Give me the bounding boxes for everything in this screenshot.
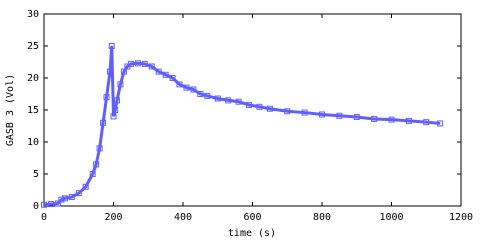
point [108, 43, 115, 49]
point [68, 194, 75, 201]
point [388, 116, 395, 123]
point [246, 101, 253, 108]
point [353, 114, 360, 121]
point [155, 68, 162, 75]
point [183, 84, 190, 91]
x-tick-label: 1200 [449, 212, 473, 223]
point [405, 117, 412, 124]
point [58, 196, 65, 203]
point [134, 60, 141, 67]
point [301, 109, 308, 116]
point [235, 98, 242, 105]
point [336, 112, 343, 119]
y-tick-label: 10 [27, 137, 39, 148]
point [284, 108, 291, 115]
point [197, 91, 204, 97]
y-tick-label: 15 [27, 105, 39, 116]
point [113, 97, 120, 104]
point [100, 119, 107, 126]
point [225, 97, 232, 104]
point [176, 81, 183, 88]
point [190, 86, 197, 93]
point [148, 63, 155, 70]
point [127, 60, 134, 67]
x-tick-label: 1000 [379, 212, 403, 223]
point [93, 161, 100, 168]
point [112, 107, 119, 113]
y-tick-label: 0 [33, 201, 39, 212]
point [103, 94, 110, 101]
point [371, 115, 378, 122]
plot-frame [43, 13, 462, 207]
point [110, 113, 117, 120]
point [89, 171, 96, 177]
x-tick-label: 200 [104, 212, 122, 223]
point [162, 71, 169, 78]
y-axis-label: GASB 3 (Vol) [5, 74, 16, 146]
y-tick-label: 5 [33, 169, 39, 180]
point [61, 195, 68, 202]
series-line [43, 45, 441, 207]
point [256, 103, 263, 110]
point [319, 111, 325, 118]
x-tick-label: 400 [174, 212, 192, 223]
point [107, 68, 114, 75]
point [75, 190, 82, 197]
point [96, 145, 103, 152]
point [204, 92, 211, 99]
point [120, 68, 127, 75]
point [47, 201, 54, 208]
point [82, 183, 89, 190]
y-tick-label: 25 [27, 41, 39, 52]
point [214, 95, 221, 102]
point [141, 60, 148, 67]
point [41, 201, 47, 208]
point [117, 81, 124, 88]
point [423, 119, 430, 126]
point [266, 105, 273, 112]
x-tick-label: 600 [243, 212, 261, 223]
y-tick-label: 20 [27, 73, 39, 84]
point [437, 120, 444, 127]
y-tick-label: 30 [27, 9, 39, 20]
x-tick-label: 800 [313, 212, 331, 223]
point [54, 200, 61, 207]
x-tick-label: 0 [41, 212, 47, 223]
x-axis-label: time (s) [228, 228, 276, 239]
point [169, 75, 176, 81]
